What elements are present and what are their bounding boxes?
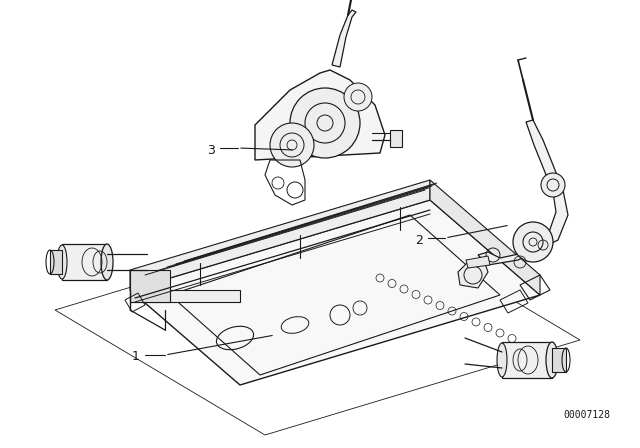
- Polygon shape: [130, 200, 540, 385]
- Polygon shape: [50, 250, 62, 274]
- Polygon shape: [430, 180, 540, 295]
- Polygon shape: [552, 348, 566, 372]
- Polygon shape: [332, 10, 356, 67]
- Circle shape: [270, 123, 314, 167]
- Ellipse shape: [57, 245, 67, 279]
- Polygon shape: [130, 270, 170, 302]
- Polygon shape: [62, 244, 107, 280]
- Polygon shape: [466, 256, 490, 268]
- Text: 00007128: 00007128: [563, 410, 610, 420]
- Text: 1: 1: [132, 350, 140, 363]
- Polygon shape: [502, 342, 552, 378]
- Text: 3: 3: [207, 143, 215, 156]
- Ellipse shape: [101, 244, 113, 280]
- Circle shape: [344, 83, 372, 111]
- Polygon shape: [130, 290, 240, 302]
- Circle shape: [290, 88, 360, 158]
- Ellipse shape: [497, 343, 507, 377]
- Ellipse shape: [546, 342, 558, 378]
- Text: 2: 2: [415, 233, 423, 246]
- Polygon shape: [130, 180, 430, 290]
- Polygon shape: [390, 130, 402, 147]
- Polygon shape: [255, 70, 385, 160]
- Circle shape: [541, 173, 565, 197]
- Circle shape: [513, 222, 553, 262]
- Polygon shape: [478, 120, 568, 265]
- Polygon shape: [458, 258, 488, 288]
